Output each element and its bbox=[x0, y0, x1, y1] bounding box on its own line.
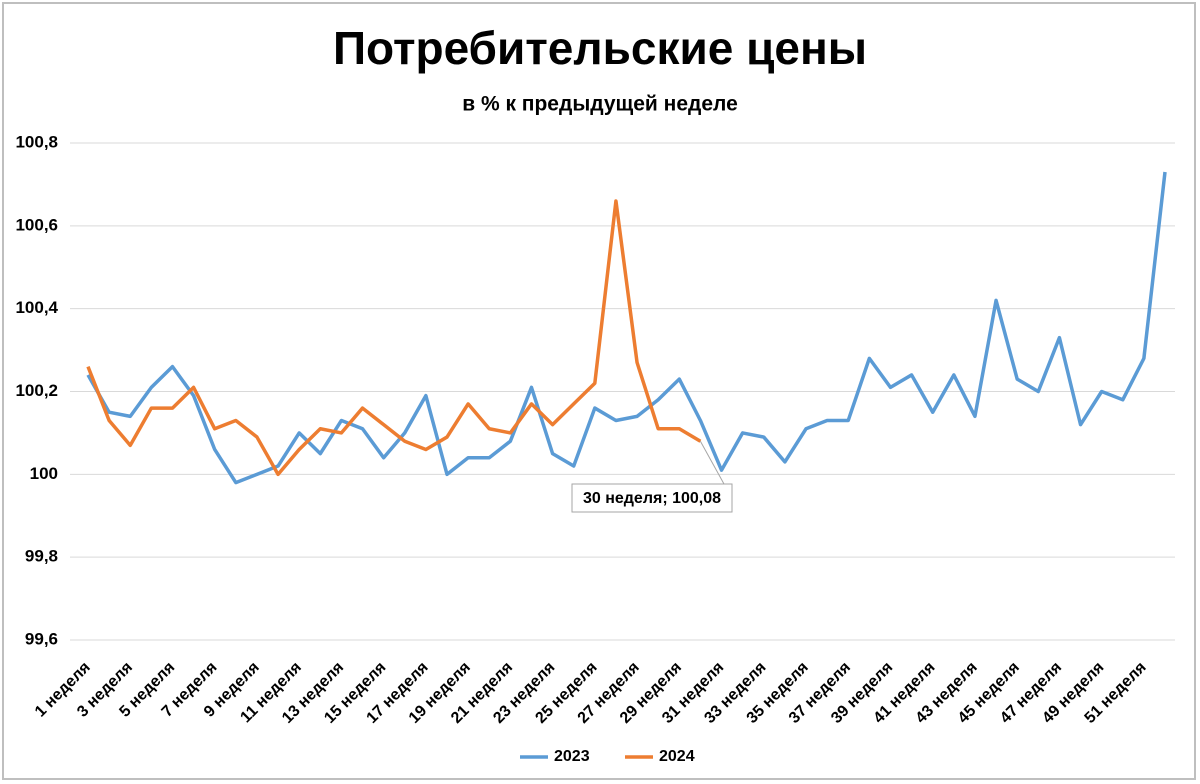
label-leader bbox=[699, 440, 725, 485]
y-tick-label: 99,8 bbox=[25, 547, 58, 566]
data-label: 30 неделя; 100,08 bbox=[583, 490, 721, 507]
chart-title: Потребительские цены bbox=[333, 22, 867, 74]
series-line bbox=[86, 171, 1167, 485]
y-tick-label: 100,4 bbox=[15, 298, 58, 317]
y-tick-label: 100,2 bbox=[15, 381, 58, 400]
series-line bbox=[86, 199, 702, 477]
legend-label: 2024 bbox=[659, 748, 695, 765]
chart-subtitle: в % к предыдущей неделе bbox=[462, 93, 738, 116]
y-tick-label: 100,6 bbox=[15, 215, 58, 234]
label-box bbox=[571, 483, 733, 513]
y-tick-label: 100 bbox=[30, 464, 58, 483]
y-tick-label: 99,6 bbox=[25, 629, 58, 648]
legend-label: 2023 bbox=[554, 748, 590, 765]
y-tick-label: 100,8 bbox=[15, 132, 58, 151]
